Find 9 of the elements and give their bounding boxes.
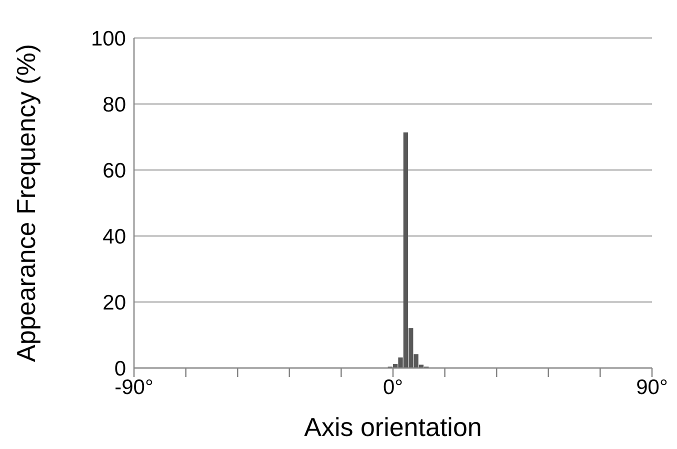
y-tick-label: 40 <box>102 225 126 248</box>
y-axis-title: Appearance Frequency (%) <box>11 44 42 362</box>
x-tick-label: 90° <box>636 376 668 399</box>
y-tick-label: 20 <box>102 291 126 314</box>
x-tick-label: 0° <box>382 376 404 399</box>
y-tick-label: 100 <box>90 27 126 50</box>
x-axis-title: Axis orientation <box>304 412 482 442</box>
y-tick-label: 60 <box>102 159 126 182</box>
y-tick-label: 80 <box>102 93 126 116</box>
